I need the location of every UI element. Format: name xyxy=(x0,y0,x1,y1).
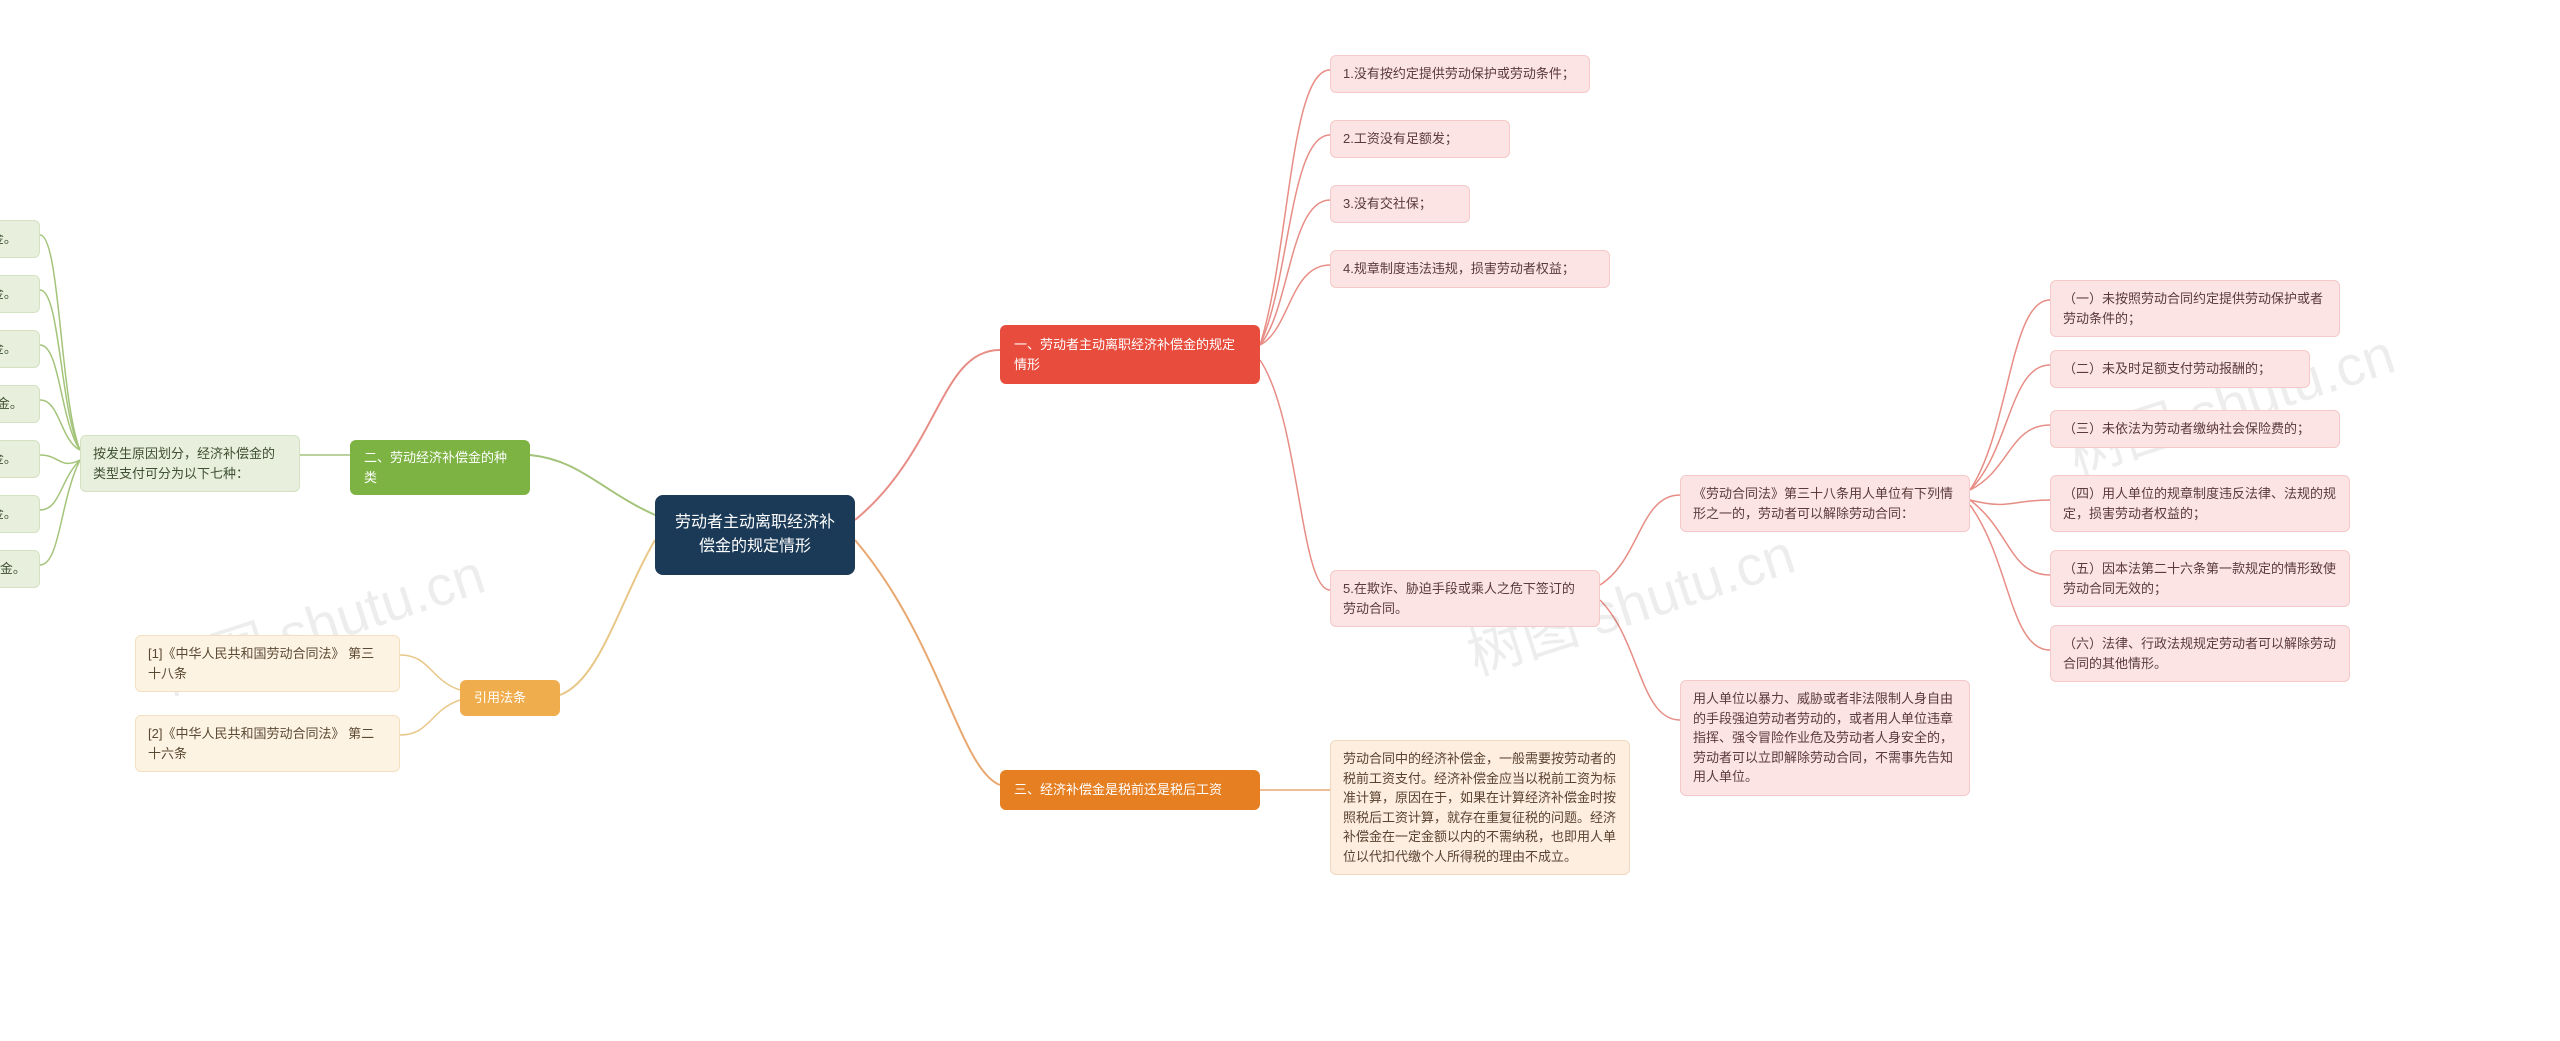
branch-three-text: 劳动合同中的经济补偿金，一般需要按劳动者的税前工资支付。经济补偿金应当以税前工资… xyxy=(1330,740,1630,875)
branch-two-item-1: 1.单位解约型经济补偿金。 xyxy=(0,220,40,258)
law38-item-a: （一）未按照劳动合同约定提供劳动保护或者劳动条件的； xyxy=(2050,280,2340,337)
law38-item-f: （六）法律、行政法规规定劳动者可以解除劳动合同的其他情形。 xyxy=(2050,625,2350,682)
branch-two-item-4: 4.劳动合同终止型经济补偿金。 xyxy=(0,385,40,423)
branch-one-item-2: 2.工资没有足额发； xyxy=(1330,120,1510,158)
law38-extra: 用人单位以暴力、威胁或者非法限制人身自由的手段强迫劳动者劳动的，或者用人单位违章… xyxy=(1680,680,1970,796)
branch-three: 三、经济补偿金是税前还是税后工资 xyxy=(1000,770,1260,810)
branch-two-item-5: 5.额外补偿型经济补偿金。 xyxy=(0,440,40,478)
branch-one-item-4: 4.规章制度违法违规，损害劳动者权益； xyxy=(1330,250,1610,288)
branch-one-item-3: 3.没有交社保； xyxy=(1330,185,1470,223)
branch-two-item-6: 6.竞业限制型经济补偿金。 xyxy=(0,495,40,533)
branch-two-item-3: 3.协商解约型经济补偿金。 xyxy=(0,330,40,368)
ref-1: [1]《中华人民共和国劳动合同法》 第三十八条 xyxy=(135,635,400,692)
law38-item-c: （三）未依法为劳动者缴纳社会保险费的； xyxy=(2050,410,2340,448)
law38-node: 《劳动合同法》第三十八条用人单位有下列情形之一的，劳动者可以解除劳动合同： xyxy=(1680,475,1970,532)
law38-item-b: （二）未及时足额支付劳动报酬的； xyxy=(2050,350,2310,388)
branch-two-item-2: 2.员工解约型经济补偿金。 xyxy=(0,275,40,313)
branch-one: 一、劳动者主动离职经济补偿金的规定情形 xyxy=(1000,325,1260,384)
ref-2: [2]《中华人民共和国劳动合同法》 第二十六条 xyxy=(135,715,400,772)
law38-item-e: （五）因本法第二十六条第一款规定的情形致使劳动合同无效的； xyxy=(2050,550,2350,607)
branch-two-intro: 按发生原因划分，经济补偿金的类型支付可分为以下七种： xyxy=(80,435,300,492)
branch-one-item-5: 5.在欺诈、胁迫手段或乘人之危下签订的劳动合同。 xyxy=(1330,570,1600,627)
branch-two-item-7: 7.克扣拖欠劳动报酬经济补偿金。 xyxy=(0,550,40,588)
branch-one-item-1: 1.没有按约定提供劳动保护或劳动条件； xyxy=(1330,55,1590,93)
center-node: 劳动者主动离职经济补偿金的规定情形 xyxy=(655,495,855,575)
branch-refs: 引用法条 xyxy=(460,680,560,716)
branch-two: 二、劳动经济补偿金的种类 xyxy=(350,440,530,495)
law38-item-d: （四）用人单位的规章制度违反法律、法规的规定，损害劳动者权益的； xyxy=(2050,475,2350,532)
